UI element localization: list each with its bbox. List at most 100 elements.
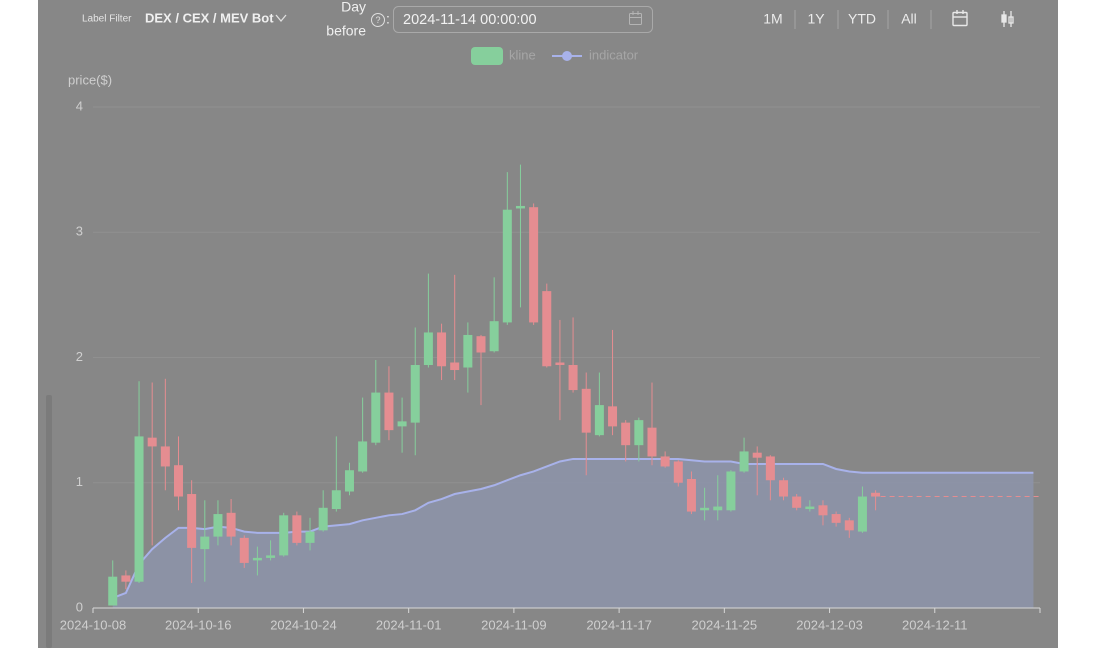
candle-body — [871, 492, 881, 497]
candle-body — [305, 531, 315, 543]
candle-body — [502, 209, 512, 323]
candle-body — [792, 496, 802, 508]
y-tick-label: 0 — [76, 599, 83, 614]
candle-body — [252, 557, 262, 561]
x-tick-label: 2024-11-01 — [376, 617, 442, 632]
help-icon[interactable] — [371, 13, 385, 27]
y-tick-label: 2 — [76, 349, 83, 364]
before-label: before — [326, 23, 366, 39]
candle-body — [700, 507, 710, 511]
candle-body — [805, 506, 815, 510]
x-tick-label: 2024-12-11 — [902, 617, 968, 632]
calendar-icon — [629, 11, 642, 25]
candle-body — [279, 515, 289, 556]
candle-body — [660, 456, 670, 467]
x-tick-label: 2024-11-09 — [481, 617, 547, 632]
legend: kline indicator — [471, 47, 639, 65]
candle-body — [765, 456, 775, 481]
legend-swatch[interactable] — [471, 47, 503, 65]
x-tick-label: 2024-11-17 — [586, 617, 652, 632]
y-tick-label: 3 — [76, 224, 83, 239]
x-tick-label: 2024-10-24 — [270, 617, 337, 632]
candle-body — [555, 362, 565, 366]
candle-body — [673, 461, 683, 483]
candle-body — [844, 520, 854, 531]
candle-body — [857, 496, 867, 532]
calendar-button[interactable] — [952, 10, 968, 27]
candle-body — [134, 436, 144, 582]
candle-body — [410, 365, 420, 423]
y-tick-label: 1 — [76, 474, 83, 489]
candle-body — [713, 506, 723, 511]
candle-body — [239, 537, 249, 563]
x-tick-label: 2024-12-03 — [796, 617, 863, 632]
x-tick-label: 2024-10-16 — [165, 617, 232, 632]
candle-body — [726, 471, 736, 511]
help-icon-text: ? — [375, 15, 380, 25]
date-input[interactable] — [393, 6, 653, 33]
candle-body — [371, 392, 381, 443]
candle-body — [450, 362, 460, 371]
legend-swatch[interactable] — [562, 51, 572, 61]
candle-body — [292, 515, 302, 543]
range-button[interactable]: YTD — [848, 11, 876, 27]
candle-body — [173, 465, 183, 497]
candle-body — [831, 514, 841, 523]
range-button[interactable]: All — [901, 11, 917, 27]
legend-label[interactable]: indicator — [589, 47, 639, 62]
candle-body — [608, 406, 618, 427]
day-label: Day — [341, 0, 366, 15]
x-tick-label: 2024-11-25 — [692, 617, 758, 632]
indicator-area — [112, 458, 1034, 608]
y-tick-label: 4 — [76, 98, 83, 113]
legend-label[interactable]: kline — [509, 47, 536, 62]
candle-body — [344, 470, 354, 492]
chevron-icon[interactable] — [275, 14, 287, 23]
candle-body — [818, 505, 828, 516]
candle-body — [160, 446, 170, 467]
date-value[interactable]: 2024-11-14 00:00:00 — [403, 12, 537, 28]
candle-body — [621, 422, 631, 446]
scrollbar — [46, 395, 52, 648]
candle-body — [200, 536, 210, 550]
candle-body — [226, 512, 236, 537]
range-group: 1M 1Y YTD All — [763, 10, 932, 29]
range-button[interactable]: 1Y — [807, 11, 825, 27]
candle-body — [437, 332, 447, 367]
candle-body — [384, 392, 394, 431]
candle-body — [318, 507, 328, 531]
x-tick-label: 2024-10-08 — [60, 617, 127, 632]
candle-body — [266, 555, 276, 558]
candle-body — [213, 514, 223, 537]
candle-body — [647, 427, 657, 457]
candle-button[interactable] — [1001, 11, 1014, 27]
candle-body — [147, 437, 157, 447]
indicator-line — [112, 457, 1034, 599]
range-button[interactable]: 1M — [763, 11, 782, 27]
candle-body — [779, 480, 789, 497]
candle-body — [581, 388, 591, 433]
candle-body — [739, 451, 749, 472]
candle-body — [331, 490, 341, 510]
filter-label: Label Filter — [82, 14, 132, 25]
candle-body — [529, 207, 539, 323]
colon: : — [386, 11, 390, 27]
candle-body — [358, 441, 368, 472]
candle-body — [463, 334, 473, 368]
plot: price($) 0 1 2 3 4 2024-10-08 2024-10-16 2024-10… — [60, 72, 1041, 632]
candle-body — [476, 336, 486, 353]
candle-body — [108, 576, 118, 606]
candle-body — [752, 452, 762, 458]
candle-body — [489, 321, 499, 352]
candle-body — [686, 478, 696, 512]
candle-body — [568, 365, 578, 391]
candle-body — [594, 405, 604, 436]
candle-body — [634, 420, 644, 446]
candle-body — [187, 494, 197, 548]
y-axis-label: price($) — [68, 72, 112, 87]
candle-body — [515, 205, 525, 209]
candle-body — [121, 575, 131, 582]
filter-select[interactable]: DEX / CEX / MEV Bot — [145, 10, 274, 25]
